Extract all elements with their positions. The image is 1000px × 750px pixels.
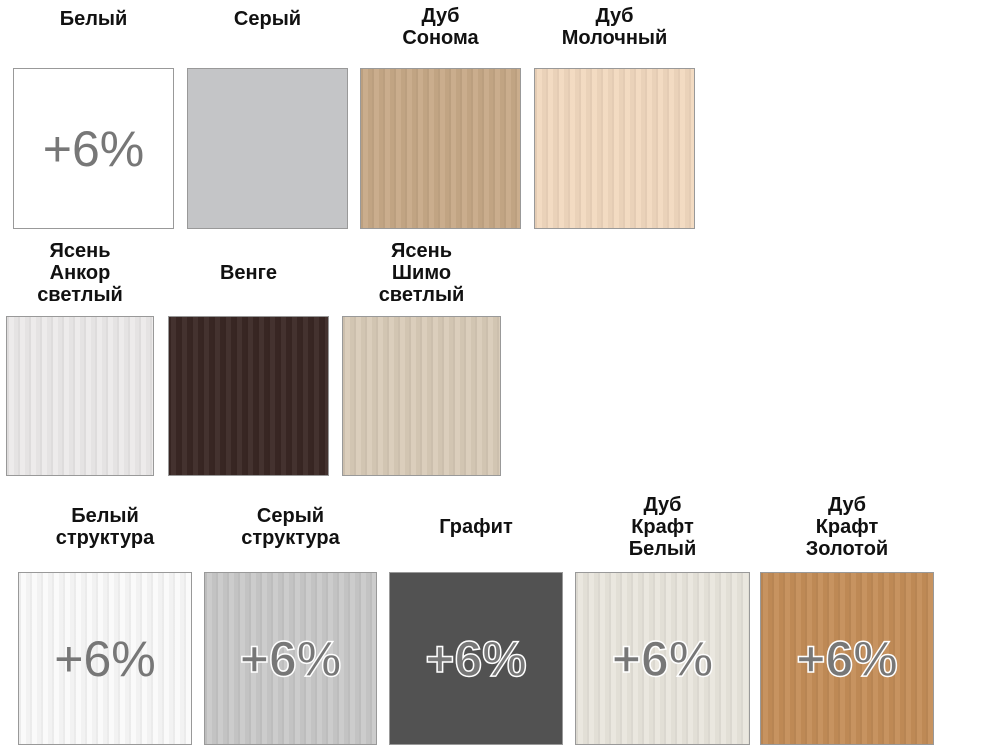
swatch-label: Дуб Молочный bbox=[561, 5, 668, 49]
markup-percent: +6% bbox=[42, 120, 145, 177]
color-swatch bbox=[342, 316, 501, 476]
color-swatch bbox=[6, 316, 154, 476]
color-swatch: +6% bbox=[18, 572, 192, 745]
color-swatch: +6% bbox=[13, 68, 174, 229]
markup-percent: +6% bbox=[54, 630, 156, 687]
color-swatch: +6% bbox=[389, 572, 563, 745]
swatch-label: Дуб Сонома bbox=[402, 5, 479, 49]
color-swatch: +6% bbox=[760, 572, 934, 745]
markup-percent: +6% bbox=[239, 630, 342, 688]
color-swatch bbox=[360, 68, 521, 229]
color-swatch: +6% bbox=[204, 572, 377, 745]
markup-percent: +6% bbox=[796, 630, 899, 688]
color-swatch bbox=[187, 68, 348, 229]
swatch-label: Серый bbox=[233, 8, 302, 30]
swatch-label: Серый структура bbox=[241, 505, 340, 549]
swatch-label: Белый bbox=[59, 8, 128, 30]
markup-percent: +6% bbox=[425, 630, 528, 688]
color-swatch bbox=[168, 316, 329, 476]
swatch-label: Ясень Анкор светлый bbox=[37, 240, 123, 306]
swatch-label: Дуб Крафт Золотой bbox=[805, 494, 889, 560]
swatch-label: Венге bbox=[219, 262, 278, 284]
markup-percent: +6% bbox=[611, 630, 714, 688]
swatch-label: Ясень Шимо светлый bbox=[378, 240, 465, 306]
swatch-label: Дуб Крафт Белый bbox=[628, 494, 697, 560]
color-swatch: +6% bbox=[575, 572, 750, 745]
swatch-label: Графит bbox=[439, 516, 513, 538]
color-swatch bbox=[534, 68, 695, 229]
swatch-label: Белый структура bbox=[55, 505, 155, 549]
